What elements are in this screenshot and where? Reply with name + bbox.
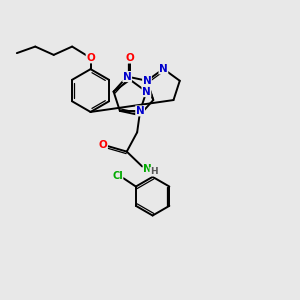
Text: O: O <box>126 53 134 63</box>
Text: N: N <box>142 87 151 97</box>
Text: O: O <box>86 53 95 63</box>
Text: N: N <box>142 76 152 86</box>
Text: Cl: Cl <box>112 171 123 181</box>
Text: N: N <box>136 106 145 116</box>
Text: O: O <box>99 140 107 150</box>
Text: N: N <box>143 164 152 174</box>
Text: N: N <box>159 64 168 74</box>
Text: N: N <box>123 72 131 82</box>
Text: H: H <box>150 167 157 176</box>
